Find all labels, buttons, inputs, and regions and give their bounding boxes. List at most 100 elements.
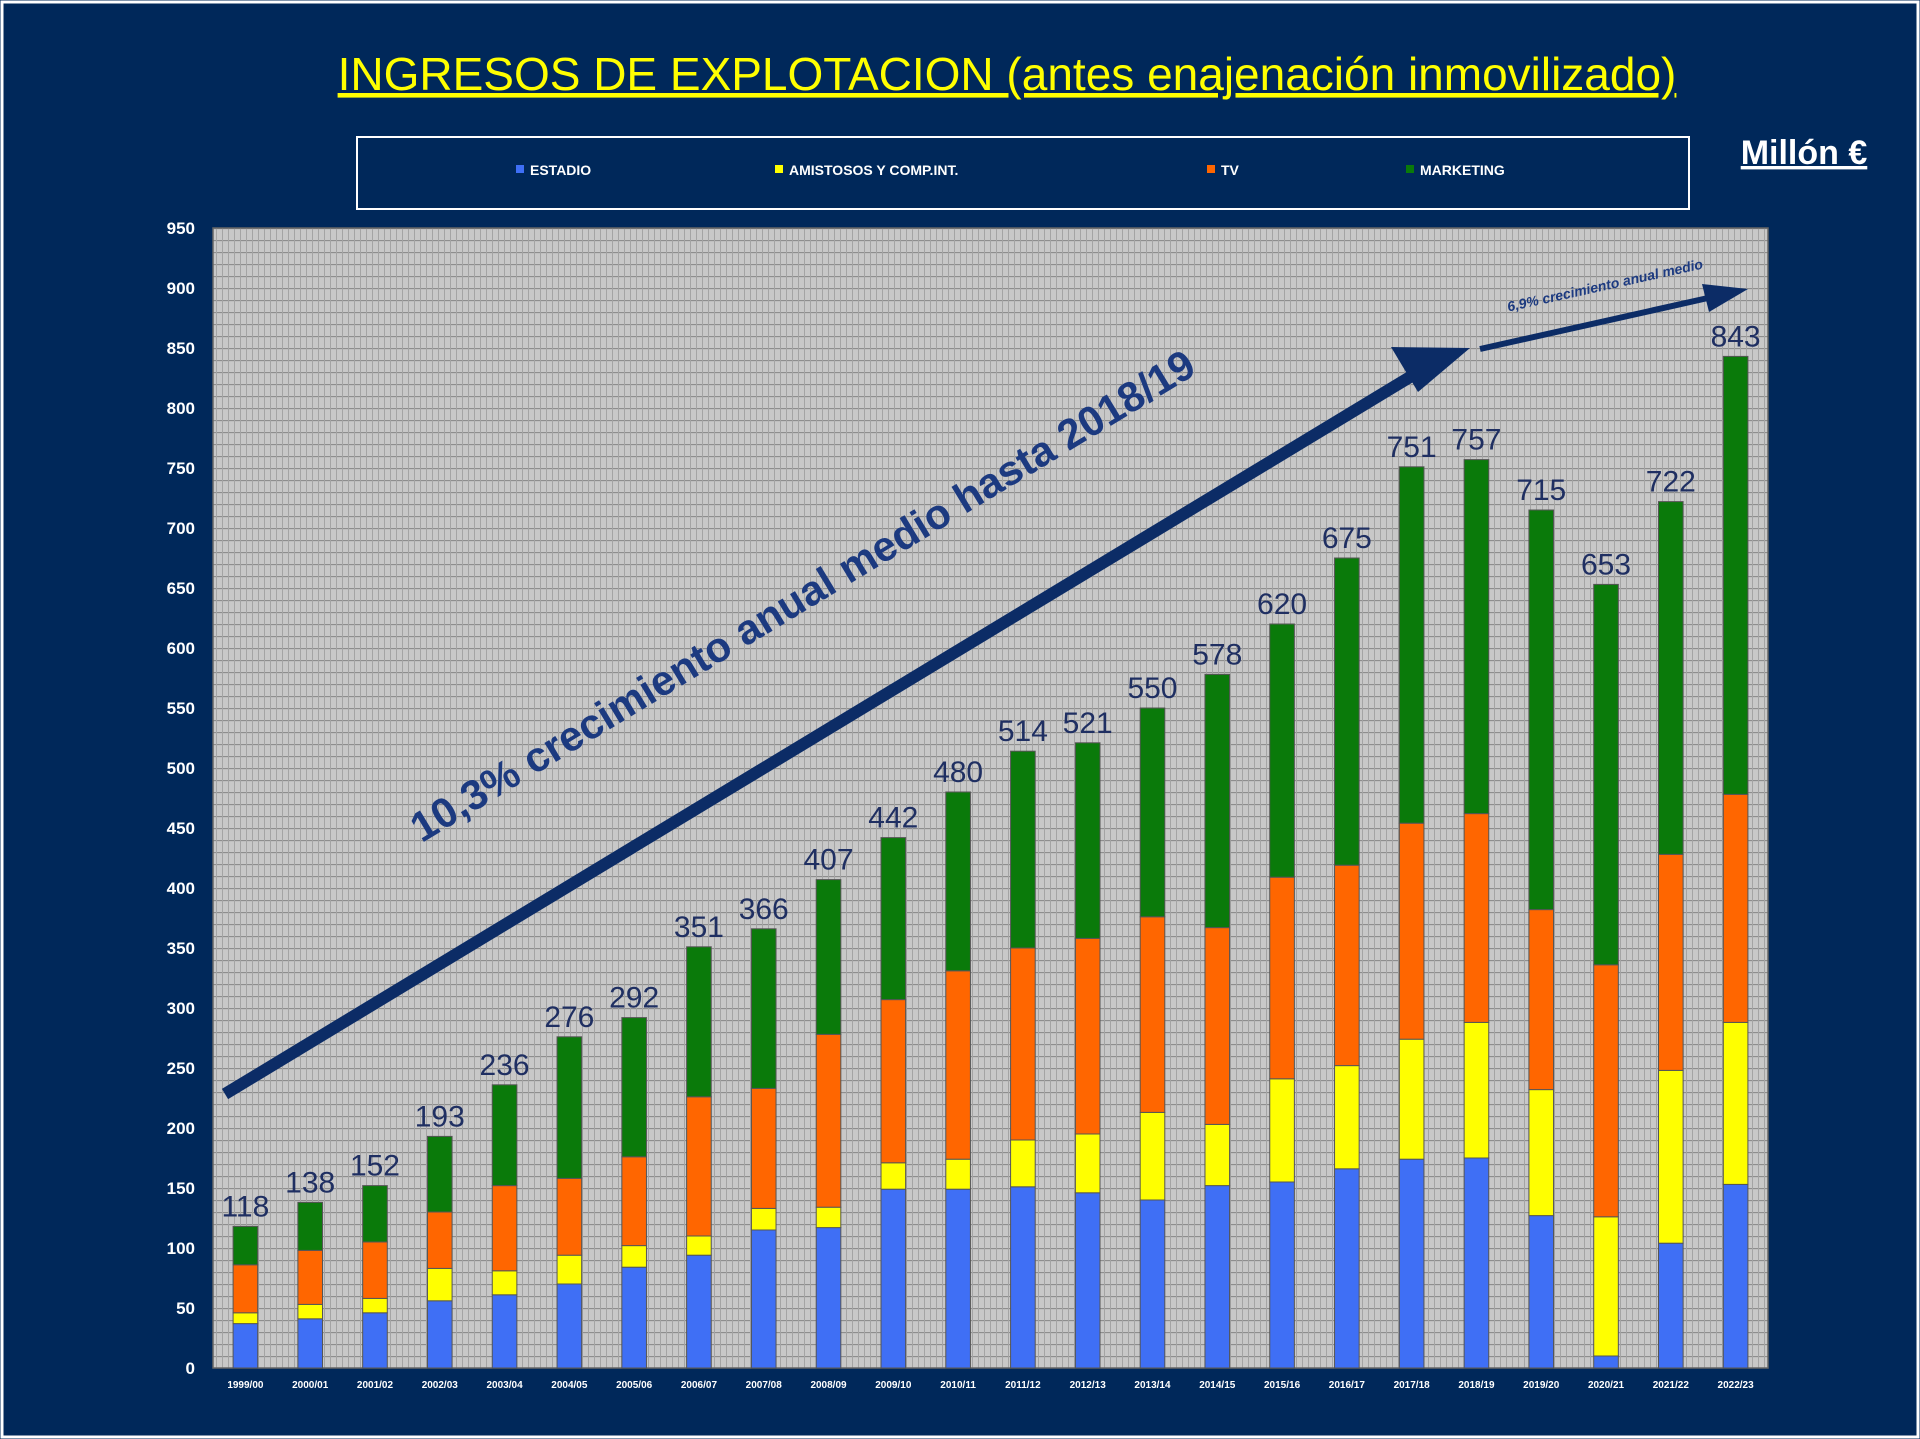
total-label: 675 bbox=[1322, 522, 1372, 555]
bar-stack bbox=[945, 791, 971, 1369]
y-tick-label: 200 bbox=[167, 1119, 195, 1138]
y-tick-label: 650 bbox=[167, 579, 195, 598]
legend-swatch-tv bbox=[1207, 165, 1215, 173]
bar-segment-marketing bbox=[297, 1201, 323, 1251]
bar-segment-marketing bbox=[945, 791, 971, 972]
bar-segment-marketing bbox=[1269, 623, 1295, 878]
legend-item-tv: TV bbox=[1207, 162, 1240, 178]
bar-segment-amistosos-y-comp-int bbox=[491, 1270, 518, 1296]
total-labels: 118 138 152 193 236 276 292 351 366 407 442 480 514 5… bbox=[221, 320, 1760, 1223]
bar-stack bbox=[750, 928, 777, 1369]
bar-segment-marketing bbox=[815, 879, 842, 1035]
x-tick-label: 2009/10 bbox=[875, 1380, 912, 1391]
x-tick-label: 2004/05 bbox=[551, 1380, 588, 1391]
growth-arrow-small-shaft bbox=[1479, 295, 1709, 352]
y-tick-label: 50 bbox=[176, 1299, 195, 1318]
y-tick-label: 700 bbox=[167, 519, 195, 538]
y-tick-label: 600 bbox=[167, 639, 195, 658]
bar-stack bbox=[362, 1185, 388, 1369]
x-tick-label: 2019/20 bbox=[1523, 1380, 1560, 1391]
bar-stack bbox=[1658, 501, 1684, 1369]
total-label: 620 bbox=[1257, 588, 1307, 621]
y-tick-label: 100 bbox=[167, 1239, 195, 1258]
bar-segment-estadio bbox=[491, 1294, 518, 1369]
y-tick-label: 400 bbox=[167, 879, 195, 898]
bar-segment-marketing bbox=[1074, 742, 1101, 939]
y-tick-label: 550 bbox=[167, 699, 195, 718]
total-label: 292 bbox=[609, 982, 659, 1015]
x-tick-label: 2000/01 bbox=[292, 1380, 329, 1391]
x-tick-label: 2008/09 bbox=[810, 1380, 847, 1391]
total-label: 366 bbox=[739, 893, 789, 926]
bar-segment-marketing bbox=[1658, 501, 1684, 855]
bar-segment-amistosos-y-comp-int bbox=[1528, 1089, 1555, 1217]
bar-segment-estadio bbox=[945, 1188, 971, 1369]
bar-segment-marketing bbox=[1463, 459, 1490, 815]
x-axis: 1999/00 2000/01 2001/02 2002/03 2003/04 2004/… bbox=[227, 1380, 1754, 1391]
total-label: 751 bbox=[1387, 431, 1437, 464]
legend-swatch-estadio bbox=[516, 165, 524, 173]
x-tick-label: 2006/07 bbox=[681, 1380, 718, 1391]
bar-segment-estadio bbox=[815, 1227, 842, 1369]
bar-stack bbox=[1722, 355, 1749, 1369]
legend-swatch-amistosos bbox=[775, 165, 783, 173]
bar-segment-tv bbox=[1334, 864, 1360, 1067]
bar-segment-amistosos-y-comp-int bbox=[1398, 1038, 1425, 1160]
bar-segment-amistosos-y-comp-int bbox=[750, 1207, 777, 1231]
bar-stack bbox=[1463, 459, 1490, 1369]
total-label: 276 bbox=[544, 1001, 594, 1034]
x-tick-label: 2013/14 bbox=[1134, 1380, 1171, 1391]
bar-segment-marketing bbox=[1334, 557, 1360, 866]
legend-label-tv: TV bbox=[1221, 162, 1240, 178]
x-tick-label: 2002/03 bbox=[422, 1380, 459, 1391]
bar-segment-marketing bbox=[491, 1084, 518, 1187]
total-label: 193 bbox=[415, 1100, 465, 1133]
bar-segment-tv bbox=[686, 1096, 712, 1237]
y-tick-label: 750 bbox=[167, 459, 195, 478]
bar-segment-amistosos-y-comp-int bbox=[1722, 1021, 1749, 1185]
y-tick-label: 300 bbox=[167, 999, 195, 1018]
bar-segment-marketing bbox=[1722, 355, 1749, 795]
bar-segment-amistosos-y-comp-int bbox=[1139, 1111, 1166, 1201]
x-tick-label: 2016/17 bbox=[1329, 1380, 1366, 1391]
x-tick-label: 2011/12 bbox=[1005, 1380, 1041, 1391]
x-tick-label: 2022/23 bbox=[1718, 1380, 1755, 1391]
bar-segment-tv bbox=[621, 1156, 647, 1247]
total-label: 550 bbox=[1127, 672, 1177, 705]
bar-segment-estadio bbox=[1463, 1157, 1490, 1369]
y-tick-label: 800 bbox=[167, 399, 195, 418]
bar-stack bbox=[491, 1084, 518, 1369]
bar-segment-estadio bbox=[297, 1318, 323, 1369]
bar-segment-marketing bbox=[686, 946, 712, 1098]
x-tick-label: 2015/16 bbox=[1264, 1380, 1301, 1391]
bar-segment-marketing bbox=[426, 1135, 453, 1213]
bar-segment-tv bbox=[491, 1185, 518, 1272]
x-tick-label: 2003/04 bbox=[486, 1380, 523, 1391]
bar-segment-tv bbox=[232, 1264, 259, 1314]
bar-stack bbox=[1398, 466, 1425, 1369]
total-label: 442 bbox=[868, 802, 918, 835]
bar-segment-amistosos-y-comp-int bbox=[1269, 1078, 1295, 1183]
total-label: 843 bbox=[1711, 320, 1761, 353]
growth-arrow-small-head bbox=[1702, 284, 1748, 312]
bar-segment-amistosos-y-comp-int bbox=[1463, 1021, 1490, 1159]
x-tick-label: 2014/15 bbox=[1199, 1380, 1236, 1391]
bar-stack bbox=[880, 837, 907, 1369]
bar-segment-estadio bbox=[880, 1188, 907, 1369]
total-label: 514 bbox=[998, 715, 1048, 748]
y-tick-label: 250 bbox=[167, 1059, 195, 1078]
bar-stack bbox=[686, 946, 712, 1369]
legend-box bbox=[356, 136, 1690, 210]
bar-segment-estadio bbox=[1334, 1168, 1360, 1369]
bar-stack bbox=[232, 1225, 259, 1369]
total-label: 351 bbox=[674, 911, 724, 944]
bar-segment-tv bbox=[1074, 937, 1101, 1135]
total-label: 236 bbox=[480, 1049, 530, 1082]
bar-stack bbox=[1334, 557, 1360, 1369]
bar-segment-amistosos-y-comp-int bbox=[880, 1162, 907, 1190]
bar-segment-amistosos-y-comp-int bbox=[1204, 1123, 1231, 1187]
legend-label-marketing: MARKETING bbox=[1420, 162, 1505, 178]
bar-segment-amistosos-y-comp-int bbox=[426, 1267, 453, 1302]
